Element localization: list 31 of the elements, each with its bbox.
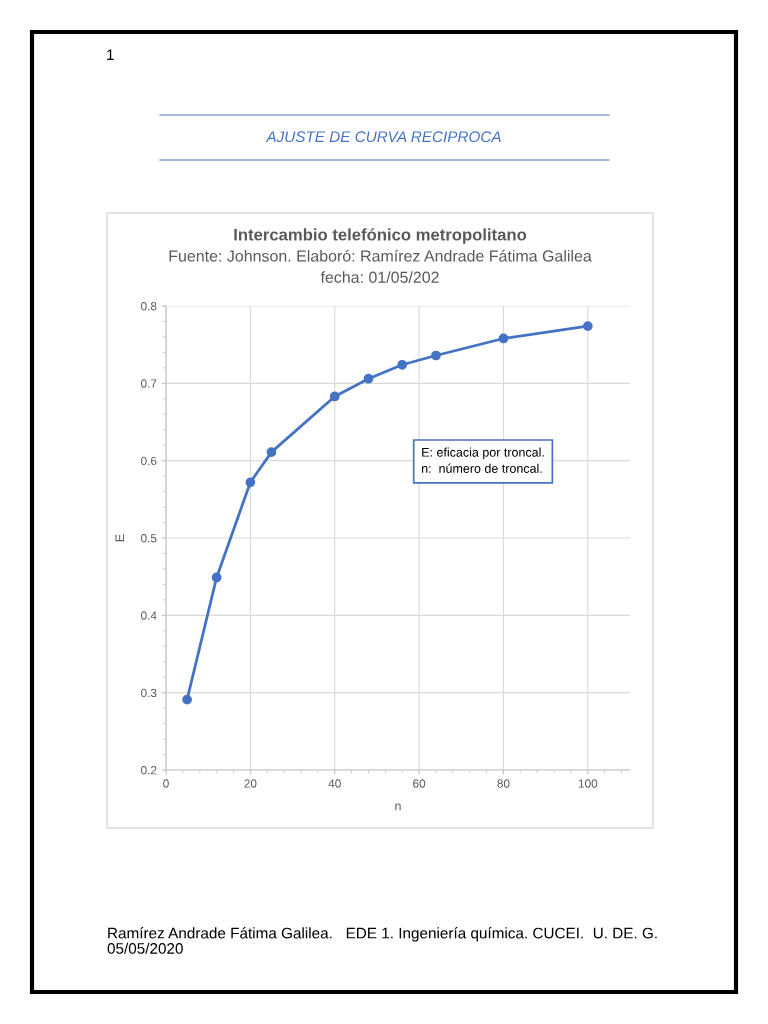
y-tick-label: 0.7 xyxy=(141,379,157,388)
y-tick-label: 0.2 xyxy=(141,766,157,775)
x-tick-label: 40 xyxy=(328,779,341,788)
point xyxy=(397,359,408,370)
y-axis-title: E xyxy=(115,534,125,542)
chart-title: Intercambio telefónico metropolitano xyxy=(234,228,527,244)
point xyxy=(498,333,509,344)
point xyxy=(266,447,277,458)
point xyxy=(431,350,441,361)
y-tick-label: 0.3 xyxy=(141,688,157,698)
point xyxy=(363,373,374,384)
text: AJUSTE DE CURVA RECIPROCA xyxy=(265,131,501,143)
point xyxy=(211,572,222,583)
x-axis-title: n xyxy=(395,803,401,811)
point xyxy=(582,321,593,331)
point xyxy=(182,694,192,705)
point xyxy=(245,477,256,488)
text: 1 xyxy=(107,49,114,60)
chart-subtitle: Fuente: Johnson. Elaboró: Ramírez Andrade Fátima Galilea fecha: 01/05/202 xyxy=(169,249,592,283)
y-tick-label: 0.4 xyxy=(141,611,157,620)
x-tick-label: 60 xyxy=(413,779,426,788)
y-tick-label: 0.6 xyxy=(141,456,157,466)
text: Ramírez Andrade Fátima Galilea. EDE 1. Ingeniería química. CUCEI. U. DE. G. 05/05/2020 xyxy=(107,927,657,954)
x-tick-label: 80 xyxy=(497,779,510,788)
point xyxy=(329,391,340,402)
x-tick-label: 100 xyxy=(578,779,598,788)
x-tick-label: 0 xyxy=(163,779,169,788)
annotation: E: eficacia por troncal. n: número de troncal. xyxy=(422,447,544,473)
y-tick-label: 0.5 xyxy=(141,534,157,543)
y-tick-label: 0.8 xyxy=(141,302,157,311)
x-tick-label: 20 xyxy=(244,779,257,788)
